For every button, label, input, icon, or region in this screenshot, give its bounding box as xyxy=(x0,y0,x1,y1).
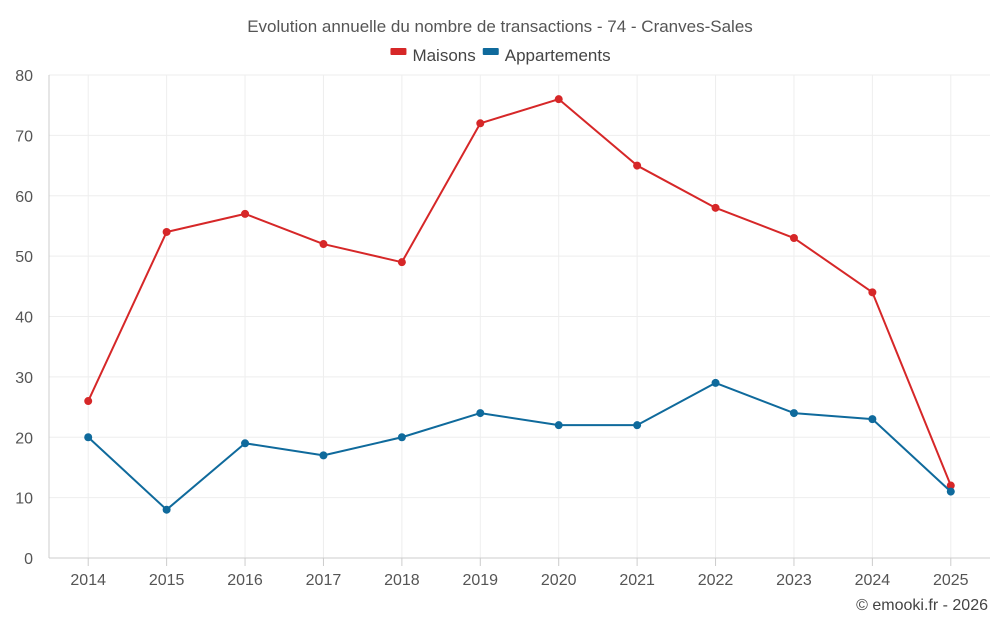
axes: 0 10 20 30 40 50 60 70 80 2014 2015 2016 2017 2018 201… xyxy=(15,68,990,589)
y-tick-label: 40 xyxy=(15,310,33,327)
series-line-appartements xyxy=(87,381,952,511)
data-point[interactable] xyxy=(633,421,642,430)
y-tick-label: 20 xyxy=(15,430,33,447)
x-tick-label: 2025 xyxy=(933,572,969,589)
legend-label: Maisons xyxy=(412,46,475,65)
y-tick-label: 60 xyxy=(15,189,33,206)
x-tick-label: 2018 xyxy=(384,572,420,589)
x-tick-label: 2022 xyxy=(698,572,734,589)
legend-label: Appartements xyxy=(505,46,611,65)
data-point[interactable] xyxy=(711,203,720,212)
data-point[interactable] xyxy=(554,95,563,104)
data-point[interactable] xyxy=(319,451,328,460)
legend-swatch xyxy=(482,48,499,55)
data-point[interactable] xyxy=(946,487,955,496)
x-tick-label: 2023 xyxy=(776,572,812,589)
chart-title: Evolution annuelle du nombre de transact… xyxy=(247,17,753,36)
data-point[interactable] xyxy=(397,258,406,267)
y-tick-label: 0 xyxy=(24,551,33,568)
x-tick-label: 2020 xyxy=(541,572,577,589)
data-point[interactable] xyxy=(162,227,171,236)
legend-item-appartements[interactable]: Appartements xyxy=(482,46,611,65)
y-tick-label: 30 xyxy=(15,370,33,387)
data-point[interactable] xyxy=(633,161,642,170)
legend-swatch xyxy=(390,48,407,55)
x-tick-label: 2017 xyxy=(306,572,342,589)
data-point[interactable] xyxy=(789,409,798,418)
x-tick-label: 2021 xyxy=(619,572,655,589)
data-point[interactable] xyxy=(241,209,250,218)
data-point[interactable] xyxy=(711,378,720,387)
data-point[interactable] xyxy=(397,433,406,442)
x-tick-label: 2015 xyxy=(149,572,185,589)
x-tick-label: 2024 xyxy=(855,572,891,589)
legend-item-maisons[interactable]: Maisons xyxy=(390,46,476,65)
data-point[interactable] xyxy=(868,288,877,297)
data-point[interactable] xyxy=(241,439,250,448)
data-point[interactable] xyxy=(84,433,93,442)
series-maisons xyxy=(84,95,955,490)
data-point[interactable] xyxy=(319,240,328,249)
data-point[interactable] xyxy=(476,119,485,128)
y-tick-label: 50 xyxy=(15,249,33,266)
data-point[interactable] xyxy=(789,234,798,243)
grid-lines xyxy=(49,74,990,558)
data-point[interactable] xyxy=(476,409,485,418)
y-tick-label: 80 xyxy=(15,68,33,85)
x-tick-label: 2014 xyxy=(70,572,106,589)
series-line-maisons xyxy=(87,98,952,486)
chart-legend: Maisons Appartements xyxy=(390,46,611,65)
data-point[interactable] xyxy=(162,505,171,514)
data-point[interactable] xyxy=(554,421,563,430)
data-point[interactable] xyxy=(868,415,877,424)
x-tick-label: 2019 xyxy=(462,572,498,589)
y-tick-label: 70 xyxy=(15,128,33,145)
series-layer xyxy=(84,95,955,514)
y-tick-label: 10 xyxy=(15,491,33,508)
credit-text: © emooki.fr - 2026 xyxy=(856,597,988,614)
data-point[interactable] xyxy=(84,397,93,406)
series-appartements xyxy=(84,378,955,514)
x-tick-label: 2016 xyxy=(227,572,263,589)
data-point[interactable] xyxy=(946,481,955,490)
